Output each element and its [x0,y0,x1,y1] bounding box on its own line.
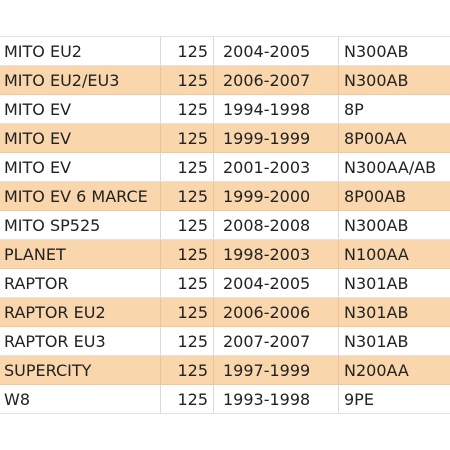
model-cell: MITO EV [0,152,161,182]
years-cell: 1997-1999 [213,355,339,385]
model-cell: MITO EV 6 MARCE [0,181,161,211]
code-cell: N301AB [338,326,450,356]
years-cell: 2008-2008 [213,210,339,240]
code-cell: N300AA/AB [338,152,450,182]
table-row: MITO EV 125 2001-2003 N300AA/AB [0,152,450,182]
years-cell: 1999-1999 [213,123,339,153]
displacement-cell: 125 [160,210,214,240]
table-row: W8 125 1993-1998 9PE [0,384,450,414]
table-row: SUPERCITY 125 1997-1999 N200AA [0,355,450,385]
displacement-cell: 125 [160,94,214,124]
code-cell: N301AB [338,268,450,298]
model-cell: PLANET [0,239,161,269]
years-cell: 1999-2000 [213,181,339,211]
displacement-cell: 125 [160,239,214,269]
years-cell: 1993-1998 [213,384,339,414]
compatibility-table: MITO EU2 125 2004-2005 N300AB MITO EU2/E… [0,36,450,414]
table-row: MITO EV 125 1994-1998 8P [0,94,450,124]
years-cell: 1998-2003 [213,239,339,269]
displacement-cell: 125 [160,268,214,298]
table-row: PLANET 125 1998-2003 N100AA [0,239,450,269]
model-cell: MITO EU2 [0,36,161,66]
years-cell: 2001-2003 [213,152,339,182]
displacement-cell: 125 [160,326,214,356]
years-cell: 2006-2006 [213,297,339,327]
displacement-cell: 125 [160,297,214,327]
displacement-cell: 125 [160,384,214,414]
displacement-cell: 125 [160,181,214,211]
model-cell: RAPTOR EU3 [0,326,161,356]
years-cell: 2007-2007 [213,326,339,356]
years-cell: 2004-2005 [213,36,339,66]
displacement-cell: 125 [160,123,214,153]
years-cell: 2004-2005 [213,268,339,298]
model-cell: SUPERCITY [0,355,161,385]
code-cell: 8P00AB [338,181,450,211]
model-cell: MITO EV [0,123,161,153]
code-cell: 8P00AA [338,123,450,153]
code-cell: N300AB [338,65,450,95]
code-cell: N300AB [338,210,450,240]
code-cell: N300AB [338,36,450,66]
table-row: MITO EU2 125 2004-2005 N300AB [0,36,450,66]
model-cell: W8 [0,384,161,414]
table-row: RAPTOR 125 2004-2005 N301AB [0,268,450,298]
model-cell: MITO EU2/EU3 [0,65,161,95]
table-row: MITO EV 6 MARCE 125 1999-2000 8P00AB [0,181,450,211]
model-cell: MITO SP525 [0,210,161,240]
displacement-cell: 125 [160,65,214,95]
model-cell: MITO EV [0,94,161,124]
table-row: MITO SP525 125 2008-2008 N300AB [0,210,450,240]
table-row: MITO EU2/EU3 125 2006-2007 N300AB [0,65,450,95]
code-cell: N100AA [338,239,450,269]
table-row: RAPTOR EU2 125 2006-2006 N301AB [0,297,450,327]
displacement-cell: 125 [160,152,214,182]
table-row: MITO EV 125 1999-1999 8P00AA [0,123,450,153]
displacement-cell: 125 [160,36,214,66]
code-cell: 8P [338,94,450,124]
model-cell: RAPTOR [0,268,161,298]
code-cell: 9PE [338,384,450,414]
table-body: MITO EU2 125 2004-2005 N300AB MITO EU2/E… [0,36,450,414]
model-cell: RAPTOR EU2 [0,297,161,327]
years-cell: 1994-1998 [213,94,339,124]
code-cell: N301AB [338,297,450,327]
code-cell: N200AA [338,355,450,385]
table-row: RAPTOR EU3 125 2007-2007 N301AB [0,326,450,356]
years-cell: 2006-2007 [213,65,339,95]
displacement-cell: 125 [160,355,214,385]
